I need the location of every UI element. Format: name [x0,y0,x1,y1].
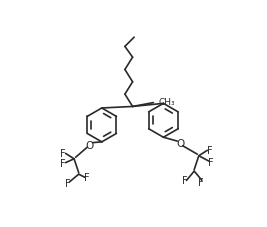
Text: F: F [65,179,71,189]
Text: CH₃: CH₃ [158,98,175,107]
Text: F: F [208,157,214,167]
Text: F: F [207,145,213,155]
Text: F: F [61,159,66,169]
Text: F: F [198,177,203,187]
Text: O: O [85,140,94,150]
Text: F: F [61,148,66,158]
Text: F: F [84,173,89,183]
Text: F: F [182,176,188,185]
Text: O: O [176,139,184,149]
